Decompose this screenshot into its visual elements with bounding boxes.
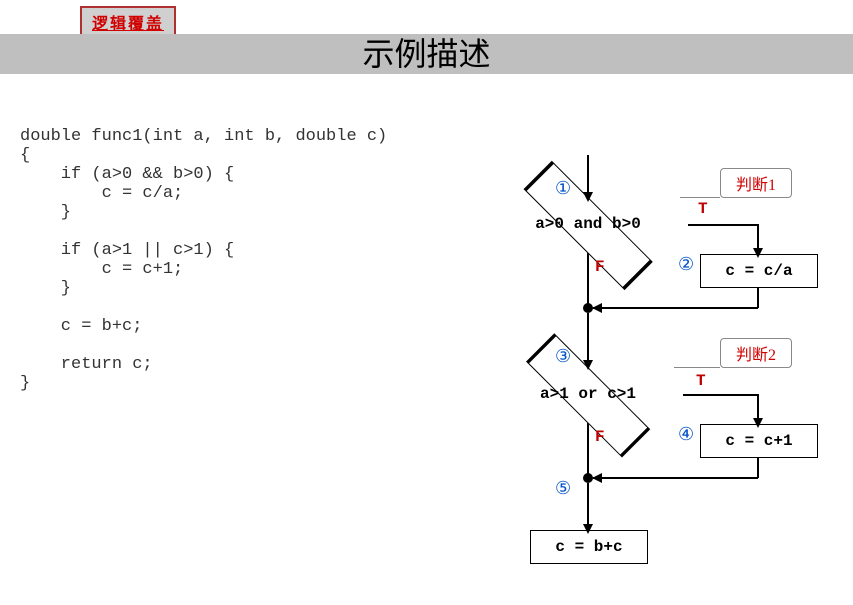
line-d1_to_j1 <box>587 253 589 308</box>
line-j2_to_b3 <box>587 483 589 530</box>
decision-2-text: a>1 or c>1 <box>493 385 683 403</box>
line-d2_right <box>683 394 758 396</box>
flow-label-5: ⑤ <box>555 478 571 499</box>
arrowhead-ah_d2 <box>583 360 593 370</box>
false-label-2: F <box>595 428 605 446</box>
false-label-1: F <box>595 258 605 276</box>
flow-label-2: ② <box>678 254 694 275</box>
decision-1-text: a>0 and b>0 <box>488 215 688 233</box>
true-label-2: T <box>696 372 706 390</box>
arrowhead-ah_b1 <box>753 248 763 258</box>
arrowhead-ah_entry <box>583 192 593 202</box>
page-title: 示例描述 <box>0 34 853 74</box>
decision-2: a>1 or c>1 <box>493 367 683 423</box>
flow-label-3: ③ <box>555 346 571 367</box>
line-d2_to_j2 <box>587 423 589 478</box>
process-box-1: c = c/a <box>700 254 818 288</box>
line-b2_left <box>593 477 758 479</box>
process-box-3: c = b+c <box>530 530 648 564</box>
flow-label-4: ④ <box>678 424 694 445</box>
callout-decision-1: 判断1 <box>720 168 792 198</box>
line-b2_dn <box>757 458 759 478</box>
line-b1_dn <box>757 288 759 308</box>
flow-label-1: ① <box>555 178 571 199</box>
arrowhead-ah_j1 <box>592 303 602 313</box>
process-box-2: c = c+1 <box>700 424 818 458</box>
arrowhead-ah_b2 <box>753 418 763 428</box>
arrowhead-ah_b3 <box>583 524 593 534</box>
code-snippet: double func1(int a, int b, double c) { i… <box>20 127 387 393</box>
decision-1: a>0 and b>0 <box>488 197 688 253</box>
callout-decision-2: 判断2 <box>720 338 792 368</box>
arrowhead-ah_j2 <box>592 473 602 483</box>
line-j1_to_d2 <box>587 313 589 365</box>
line-b1_left <box>593 307 758 309</box>
true-label-1: T <box>698 200 708 218</box>
line-d1_right <box>688 224 758 226</box>
line-entry <box>587 155 589 195</box>
